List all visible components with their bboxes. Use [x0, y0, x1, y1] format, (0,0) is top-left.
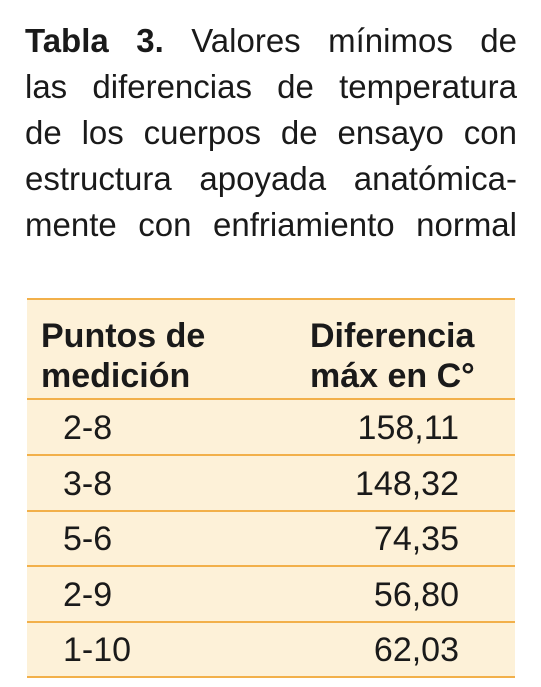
- header-cell: Diferencia máx en C°: [310, 316, 475, 396]
- row-label: 2-9: [63, 575, 113, 614]
- caption-line: de los cuerpos de ensayo con: [25, 114, 517, 151]
- caption-line: Tabla 3. Valores mínimos de: [25, 18, 517, 64]
- rule: [27, 620, 515, 623]
- row-label: 1-10: [63, 631, 132, 670]
- row-value: 148,32: [355, 464, 459, 503]
- header-line: medición: [41, 357, 191, 395]
- header-line: máx en C°: [310, 357, 475, 395]
- caption: Tabla 3. Valores mínimos de las diferenc…: [25, 18, 517, 248]
- rule: [27, 454, 515, 456]
- caption-label: Tabla 3.: [25, 22, 164, 59]
- table: Puntos de medición Diferencia máx en C° …: [27, 298, 515, 679]
- header-line: Diferencia: [310, 317, 475, 355]
- rule: [27, 398, 515, 400]
- header-cell: Puntos de medición: [41, 316, 205, 396]
- caption-text: Valores mínimos de: [191, 22, 518, 59]
- row-label: 3-8: [63, 464, 113, 503]
- row-value: 74,35: [373, 520, 459, 559]
- row-value: 158,11: [357, 409, 459, 447]
- row-label: 2-8: [63, 409, 113, 447]
- row-label: 5-6: [63, 520, 113, 559]
- row-value: 56,80: [373, 575, 459, 614]
- rule: [27, 298, 515, 300]
- row-value: 62,03: [373, 631, 459, 670]
- caption-line: las diferencias de temperatura: [25, 68, 517, 105]
- rule: [27, 509, 515, 512]
- rule: [27, 565, 515, 568]
- rule: [27, 676, 515, 679]
- caption-line: estructura apoyada anatómica-: [25, 160, 517, 197]
- header-line: Puntos de: [41, 317, 206, 355]
- caption-line: mente con enfriamiento normal: [25, 206, 517, 243]
